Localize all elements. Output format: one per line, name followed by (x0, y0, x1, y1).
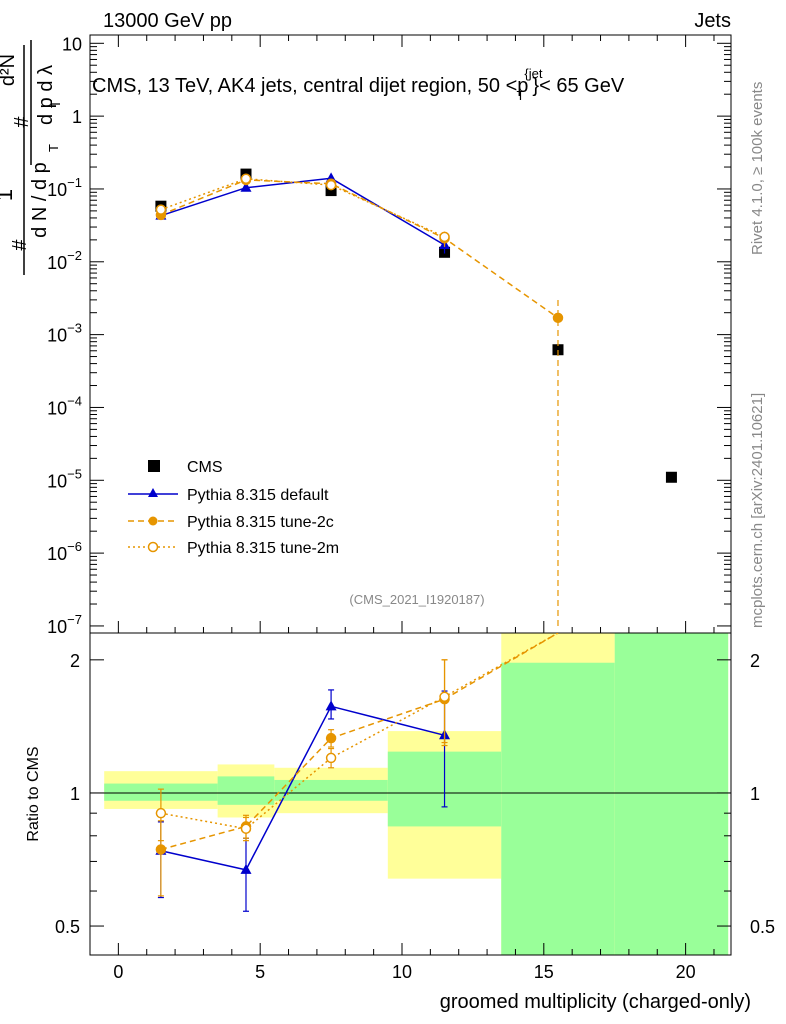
main-point-pythia-8-315-tune-2m (325, 179, 337, 191)
svg-text:T: T (46, 144, 61, 152)
main-y-axis-label: # 1 d N / d p T # d²N d p d λ T (0, 40, 63, 275)
ratio-plot-frame (89, 632, 732, 956)
x-axis-label: groomed multiplicity (charged-only) (440, 991, 751, 1013)
plot-title-sub: T (516, 88, 524, 103)
main-y-tick-label: 10−4 (47, 393, 82, 418)
svg-text:T: T (48, 100, 63, 108)
main-point-pythia-8-315-tune-2m (439, 231, 450, 243)
main-line-pythia-8-315-tune-2m (160, 178, 445, 238)
x-tick-label: 0 (113, 962, 123, 982)
main-point-pythia-8-315-default (240, 181, 252, 192)
category-label: Jets (694, 10, 731, 32)
main-point-pythia-8-315-tune-2m (240, 173, 252, 185)
main-line-pythia-8-315-default (160, 177, 445, 246)
plot-title-suffix: }< 65 GeV (532, 75, 624, 97)
x-tick-label: 5 (255, 962, 265, 982)
ratio-point-pythia-8-315-tune-2m (240, 823, 252, 834)
legend-label-tune2c: Pythia 8.315 tune-2c (187, 514, 334, 531)
main-line-pythia-8-315-tune-2c (160, 179, 559, 319)
main-y-tick-label: 10−3 (47, 321, 82, 346)
main-y-tick-label: 10−2 (47, 248, 82, 273)
stat-band-1 (217, 776, 275, 805)
legend-marker-tune2m (147, 541, 159, 553)
svg-text:d²N: d²N (0, 54, 19, 86)
cms-data-point (665, 471, 677, 483)
ratio-point-pythia-8-315-tune-2c (325, 732, 337, 744)
ratio-y-axis-label: Ratio to CMS (25, 746, 42, 841)
ratio-point-pythia-8-315-tune-2m (439, 691, 450, 703)
main-y-tick-label: 10−7 (47, 612, 82, 637)
plot-title-prefix: CMS, 13 TeV, AK4 jets, central dijet reg… (92, 75, 517, 97)
cms-data-point (552, 344, 564, 356)
ratio-y-tick-label: 1 (70, 784, 80, 804)
svg-text:d p d λ: d p d λ (35, 65, 57, 125)
plot-title-sup: {jet (524, 66, 542, 81)
rivet-version-label: Rivet 4.1.0, ≥ 100k events (749, 82, 766, 255)
main-y-tick-label: 10−1 (47, 175, 82, 200)
legend-marker-default (148, 488, 158, 497)
main-y-tick-label: 1 (72, 107, 82, 127)
cms-data-point (325, 185, 337, 197)
ratio-y-tick-label-right: 2 (750, 651, 760, 671)
ratio-y-tick-label: 0.5 (55, 917, 80, 937)
main-y-tick-label: 10−5 (47, 466, 82, 491)
plot-title: CMS, 13 TeV, AK4 jets, central dijet reg… (92, 66, 625, 103)
x-tick-label: 15 (534, 962, 554, 982)
main-point-pythia-8-315-tune-2c (552, 312, 564, 324)
ratio-point-pythia-8-315-tune-2m (325, 752, 337, 764)
svg-text:#: # (11, 116, 33, 128)
mcplots-label: mcplots.cern.ch [arXiv:2401.10621] (749, 393, 766, 628)
main-point-pythia-8-315-tune-2m (155, 204, 167, 215)
main-y-tick-label: 10 (62, 34, 82, 54)
main-y-tick-label: 10−6 (47, 539, 82, 564)
analysis-id: (CMS_2021_I1920187) (349, 592, 484, 607)
stat-band-2 (274, 779, 388, 801)
legend-label-cms: CMS (187, 459, 223, 476)
ratio-line-pythia-8-315-default (160, 705, 445, 871)
ratio-point-pythia-8-315-tune-2m (155, 807, 167, 819)
legend-marker-cms (148, 460, 160, 472)
legend-marker-tune2c (148, 516, 158, 526)
ratio-y-tick-label-right: 1 (750, 784, 760, 804)
svg-text:1: 1 (0, 189, 17, 201)
plot-title-var: p (517, 75, 528, 97)
x-tick-label: 20 (676, 962, 696, 982)
collision-label: 13000 GeV pp (103, 10, 232, 32)
ratio-y-tick-label: 2 (70, 651, 80, 671)
ratio-point-pythia-8-315-default (325, 700, 337, 711)
ratio-point-pythia-8-315-default (240, 863, 252, 874)
svg-text:d N / d p: d N / d p (29, 162, 51, 238)
legend-label-default: Pythia 8.315 default (187, 487, 329, 504)
svg-text:#: # (9, 239, 31, 251)
legend: CMS Pythia 8.315 default Pythia 8.315 tu… (128, 459, 339, 557)
stat-band-4 (501, 662, 615, 955)
x-tick-label: 10 (392, 962, 412, 982)
legend-label-tune2m: Pythia 8.315 tune-2m (187, 540, 339, 557)
ratio-y-tick-label-right: 0.5 (750, 917, 775, 937)
ratio-point-pythia-8-315-tune-2c (155, 844, 167, 855)
stat-band-5 (614, 633, 729, 955)
